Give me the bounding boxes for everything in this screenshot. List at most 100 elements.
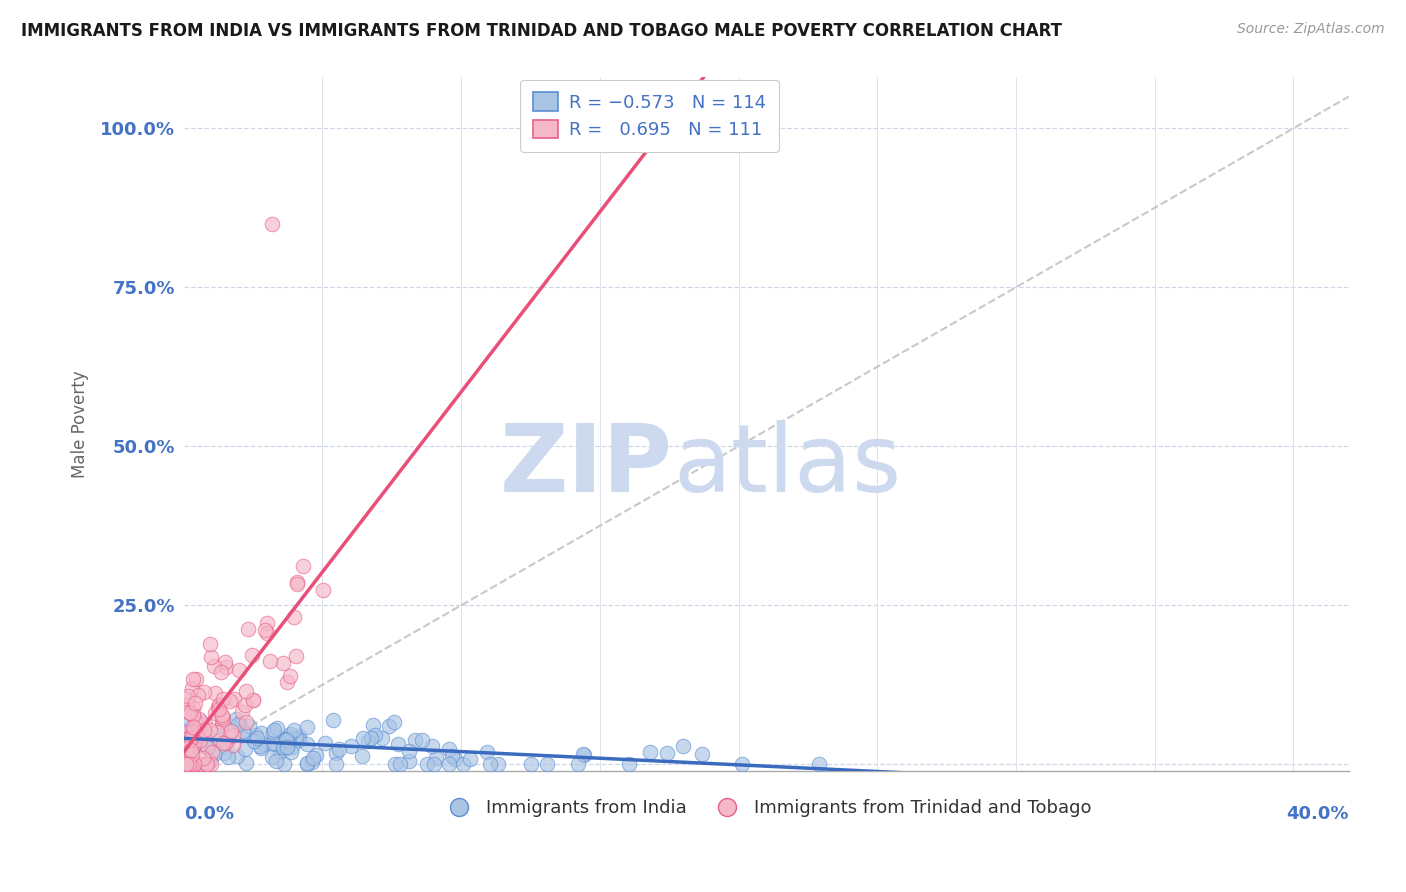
Point [263,723,285,738]
Text: atlas: atlas [673,419,901,512]
Point [211,714,233,729]
Point [249,726,271,740]
Point [398,754,420,768]
Point [256,615,278,630]
Point [187,723,209,738]
Point [276,675,298,690]
Point [398,744,420,758]
Point [264,738,287,752]
Point [174,692,197,706]
Point [378,719,401,733]
Point [173,718,195,732]
Text: Source: ZipAtlas.com: Source: ZipAtlas.com [1237,22,1385,37]
Point [423,757,446,772]
Point [271,656,294,670]
Point [183,725,205,739]
Point [572,747,595,762]
Point [222,728,245,742]
Point [271,740,294,755]
Point [233,698,256,712]
Point [259,654,281,668]
Point [181,757,204,772]
Point [186,672,208,686]
Point [364,728,387,742]
Point [229,717,252,731]
Point [404,733,426,747]
Point [328,742,350,756]
Point [301,755,323,769]
Point [208,698,231,712]
Point [188,714,211,729]
Point [242,734,264,748]
Point [174,732,197,747]
Point [411,733,433,747]
Point [273,731,295,746]
Point [173,738,195,752]
Point [325,747,347,761]
Point [277,730,299,744]
Point [233,742,256,756]
Point [181,731,204,745]
Point [198,637,221,651]
Point [177,733,200,747]
Point [211,736,233,750]
Point [186,728,208,742]
Point [180,731,202,746]
Y-axis label: Male Poverty: Male Poverty [72,370,89,478]
Point [443,752,465,766]
Point [211,717,233,731]
Point [238,622,260,636]
Point [197,727,219,741]
Point [176,757,198,772]
Point [186,732,208,747]
Point [262,725,284,739]
Point [360,731,382,745]
Legend: Immigrants from India, Immigrants from Trinidad and Tobago: Immigrants from India, Immigrants from T… [434,791,1098,824]
Point [285,577,308,591]
Point [305,747,328,762]
Point [181,747,204,762]
Point [295,737,318,751]
Point [187,712,209,726]
Point [184,724,207,739]
Point [193,723,215,737]
Point [254,624,277,638]
Point [276,740,298,755]
Point [242,693,264,707]
Point [173,757,195,772]
Point [174,753,197,767]
Text: 0.0%: 0.0% [184,805,233,823]
Point [297,756,319,771]
Point [371,731,394,746]
Point [174,757,197,772]
Point [225,713,247,727]
Point [479,757,502,772]
Point [322,714,344,728]
Point [184,736,207,750]
Point [486,757,509,772]
Point [205,733,228,747]
Point [181,700,204,714]
Text: ZIP: ZIP [501,419,673,512]
Point [730,757,752,772]
Point [232,724,254,739]
Point [384,756,406,771]
Point [245,727,267,741]
Point [177,757,200,772]
Point [231,705,253,719]
Point [389,757,412,772]
Point [807,757,830,772]
Point [176,741,198,756]
Point [195,739,218,754]
Point [420,739,443,754]
Point [198,754,221,768]
Point [314,736,336,750]
Point [222,692,245,706]
Point [256,625,278,640]
Point [195,757,218,772]
Point [179,757,201,772]
Point [212,692,235,706]
Point [177,705,200,719]
Point [177,733,200,747]
Point [283,610,305,624]
